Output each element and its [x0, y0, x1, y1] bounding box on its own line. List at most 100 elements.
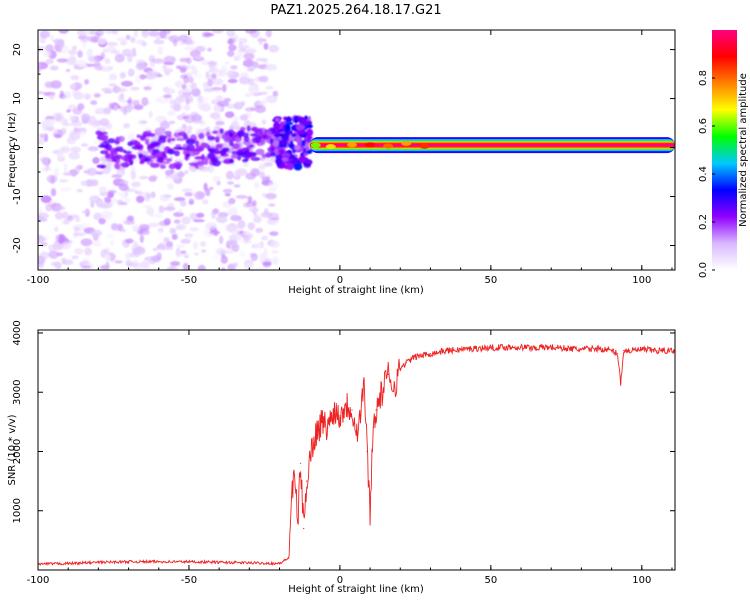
band-cell	[128, 154, 137, 160]
transition-cell	[293, 115, 299, 124]
band-cell	[250, 127, 258, 132]
transition-cell	[297, 130, 306, 135]
noise-cell	[165, 169, 173, 176]
noise-cell	[178, 208, 183, 214]
noise-cell	[163, 237, 170, 243]
band-cell	[167, 137, 172, 143]
band-cell	[143, 157, 152, 162]
noise-cell	[230, 215, 242, 222]
noise-cell	[149, 174, 158, 181]
snr-plot-area	[38, 343, 675, 567]
noise-cell	[106, 41, 118, 47]
band-cell	[271, 127, 276, 135]
noise-cell	[207, 164, 215, 173]
noise-cell	[227, 78, 238, 84]
spectrogram-y-tick-label: -10	[12, 188, 23, 204]
snr-point	[306, 480, 308, 482]
band-cell	[162, 160, 171, 165]
noise-cell	[154, 127, 166, 136]
snr-point	[399, 367, 401, 370]
snr-point	[535, 347, 537, 349]
noise-cell	[38, 260, 45, 267]
noise-cell	[105, 261, 110, 270]
noise-cell	[104, 196, 112, 203]
noise-cell	[84, 247, 92, 256]
noise-cell	[73, 127, 79, 133]
band-cell	[234, 136, 241, 143]
band-cell	[150, 152, 157, 156]
noise-cell	[170, 261, 181, 267]
noise-cell	[141, 30, 149, 38]
noise-cell	[146, 206, 154, 216]
noise-cell	[68, 49, 77, 56]
snr-point	[128, 561, 130, 563]
noise-cell	[237, 220, 246, 229]
noise-cell	[184, 170, 189, 175]
noise-cell	[202, 81, 209, 89]
noise-cell	[138, 175, 149, 180]
noise-cell	[183, 75, 189, 84]
noise-cell	[179, 57, 189, 63]
noise-cell	[90, 229, 102, 237]
noise-cell	[157, 227, 164, 233]
band-cell	[164, 130, 172, 136]
snr-point	[333, 409, 335, 411]
noise-cell	[191, 68, 199, 75]
noise-cell	[227, 181, 234, 185]
noise-cell	[182, 115, 189, 120]
noise-cell	[134, 104, 144, 110]
noise-cell	[104, 57, 111, 65]
noise-cell	[54, 167, 59, 177]
band-cell	[175, 137, 186, 141]
snr-point	[460, 349, 462, 351]
band-cell	[231, 131, 239, 138]
noise-cell	[107, 190, 117, 194]
noise-cell	[267, 181, 279, 190]
noise-cell	[176, 65, 181, 69]
band-cell	[207, 148, 216, 153]
noise-cell	[65, 59, 77, 66]
noise-cell	[243, 262, 254, 270]
band-cell	[127, 141, 134, 147]
snr-point	[490, 347, 492, 349]
snr-point	[288, 557, 290, 559]
noise-cell	[243, 52, 255, 61]
band-cell	[225, 136, 232, 142]
snr-point	[363, 379, 365, 381]
noise-cell	[265, 95, 278, 104]
noise-cell	[54, 133, 62, 139]
noise-cell	[239, 252, 246, 258]
noise-cell	[116, 87, 129, 93]
noise-cell	[227, 249, 234, 255]
noise-cell	[47, 244, 57, 252]
noise-cell	[108, 73, 118, 81]
snr-point	[158, 561, 160, 563]
noise-cell	[126, 99, 132, 104]
noise-cell	[86, 167, 98, 176]
noise-cell	[184, 192, 194, 197]
noise-cell	[132, 224, 139, 233]
noise-cell	[87, 146, 99, 152]
noise-cell	[226, 240, 238, 245]
noise-cell	[70, 120, 83, 127]
noise-cell	[148, 110, 153, 118]
noise-cell	[77, 50, 83, 58]
noise-cell	[133, 30, 139, 38]
noise-cell	[68, 239, 73, 245]
colorbar-gradient	[712, 30, 737, 270]
band-cell	[230, 153, 239, 159]
band-cell	[114, 140, 120, 145]
noise-cell	[163, 94, 172, 99]
spectrogram-x-tick-label: 100	[632, 275, 651, 286]
noise-cell	[263, 162, 273, 167]
noise-cell	[268, 203, 276, 207]
noise-cell	[117, 223, 124, 232]
signal-line-band	[309, 143, 675, 147]
transition-cell	[306, 124, 313, 129]
band-cell	[194, 165, 199, 169]
band-cell	[172, 146, 183, 150]
snr-point	[445, 350, 447, 352]
band-cell	[99, 131, 108, 135]
band-cell	[255, 148, 265, 156]
